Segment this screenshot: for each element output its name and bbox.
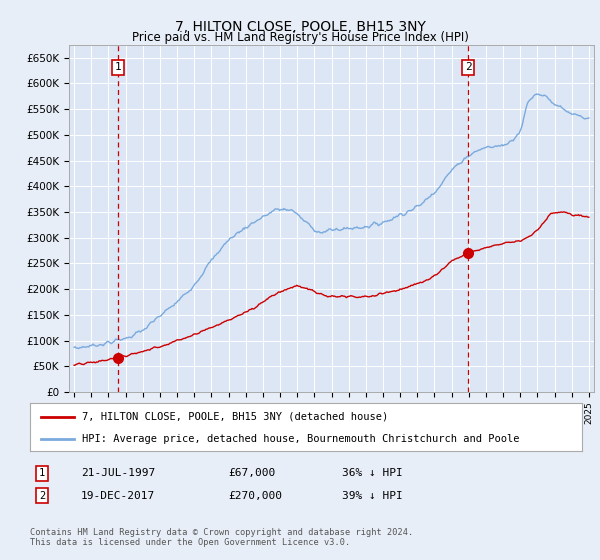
Text: HPI: Average price, detached house, Bournemouth Christchurch and Poole: HPI: Average price, detached house, Bour… [82, 434, 520, 444]
Text: 1: 1 [39, 468, 45, 478]
Text: 39% ↓ HPI: 39% ↓ HPI [342, 491, 403, 501]
Text: 7, HILTON CLOSE, POOLE, BH15 3NY (detached house): 7, HILTON CLOSE, POOLE, BH15 3NY (detach… [82, 412, 389, 422]
Text: Contains HM Land Registry data © Crown copyright and database right 2024.
This d: Contains HM Land Registry data © Crown c… [30, 528, 413, 547]
Text: 19-DEC-2017: 19-DEC-2017 [81, 491, 155, 501]
Text: 2: 2 [39, 491, 45, 501]
Text: 36% ↓ HPI: 36% ↓ HPI [342, 468, 403, 478]
Text: £270,000: £270,000 [228, 491, 282, 501]
Text: 1: 1 [115, 62, 121, 72]
Text: Price paid vs. HM Land Registry's House Price Index (HPI): Price paid vs. HM Land Registry's House … [131, 31, 469, 44]
Text: £67,000: £67,000 [228, 468, 275, 478]
Text: 7, HILTON CLOSE, POOLE, BH15 3NY: 7, HILTON CLOSE, POOLE, BH15 3NY [175, 20, 425, 34]
Text: 21-JUL-1997: 21-JUL-1997 [81, 468, 155, 478]
Text: 2: 2 [465, 62, 472, 72]
